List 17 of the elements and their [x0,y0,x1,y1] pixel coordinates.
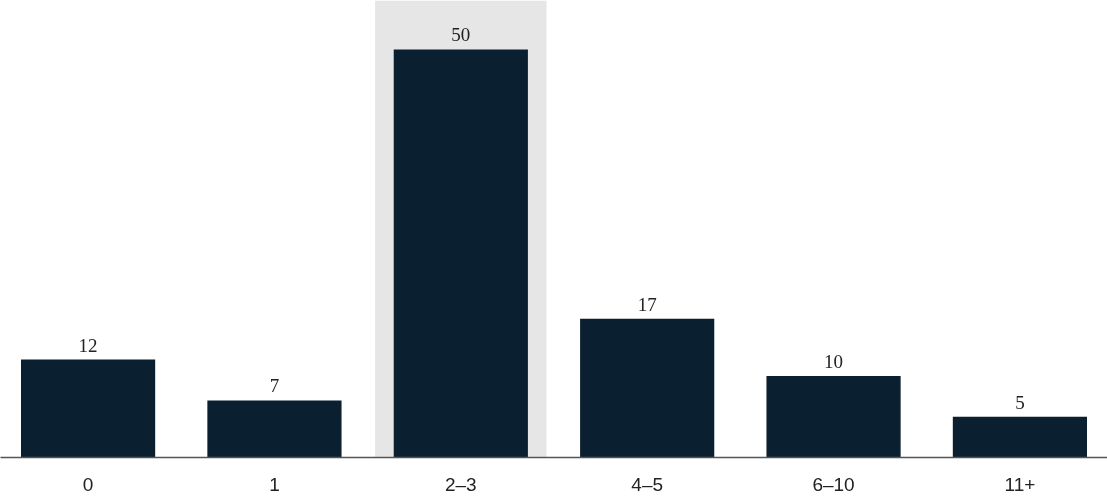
data-label: 17 [637,293,657,315]
x-tick-label: 11+ [1004,473,1036,495]
data-label: 10 [824,350,844,372]
x-tick-label: 1 [269,473,280,495]
bar [952,416,1087,458]
data-label: 50 [451,24,471,46]
x-tick-label: 6–10 [812,473,855,495]
bar [21,359,156,458]
bar [207,400,342,458]
x-tick-label: 2–3 [444,473,477,495]
data-label: 5 [1015,391,1025,413]
x-tick-label: 0 [82,473,94,495]
data-label: 7 [269,375,280,397]
bar [766,375,901,458]
bar [580,318,715,458]
data-label: 12 [78,334,98,356]
x-tick-label: 4–5 [631,473,664,495]
